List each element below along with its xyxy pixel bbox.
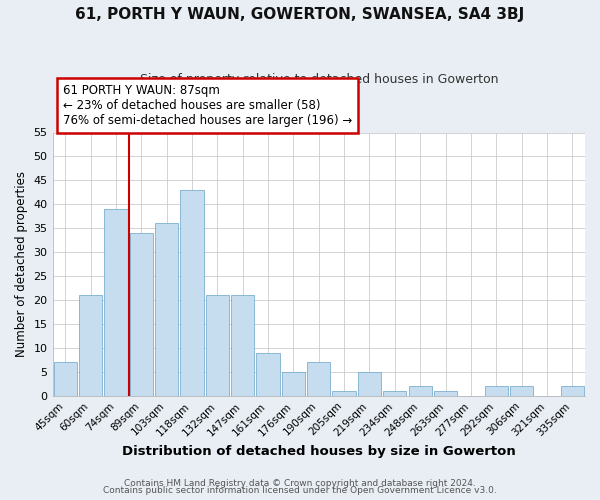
Bar (510, 386, 533, 396)
Bar (206, 296, 229, 396)
Bar (181, 190, 203, 396)
Bar (231, 296, 254, 396)
Title: Size of property relative to detached houses in Gowerton: Size of property relative to detached ho… (140, 72, 498, 86)
Text: 61 PORTH Y WAUN: 87sqm
← 23% of detached houses are smaller (58)
76% of semi-det: 61 PORTH Y WAUN: 87sqm ← 23% of detached… (63, 84, 352, 127)
Bar (307, 362, 331, 396)
Bar (256, 352, 280, 396)
Bar (155, 224, 178, 396)
Bar (434, 391, 457, 396)
Bar (282, 372, 305, 396)
Bar (383, 391, 406, 396)
Bar (358, 372, 381, 396)
Bar (53, 362, 77, 396)
X-axis label: Distribution of detached houses by size in Gowerton: Distribution of detached houses by size … (122, 444, 515, 458)
Text: 61, PORTH Y WAUN, GOWERTON, SWANSEA, SA4 3BJ: 61, PORTH Y WAUN, GOWERTON, SWANSEA, SA4… (76, 8, 524, 22)
Bar (560, 386, 584, 396)
Bar (485, 386, 508, 396)
Bar (79, 296, 102, 396)
Bar (409, 386, 432, 396)
Bar (104, 209, 128, 396)
Bar (130, 233, 153, 396)
Bar (332, 391, 356, 396)
Text: Contains public sector information licensed under the Open Government Licence v3: Contains public sector information licen… (103, 486, 497, 495)
Text: Contains HM Land Registry data © Crown copyright and database right 2024.: Contains HM Land Registry data © Crown c… (124, 478, 476, 488)
Y-axis label: Number of detached properties: Number of detached properties (15, 171, 28, 357)
